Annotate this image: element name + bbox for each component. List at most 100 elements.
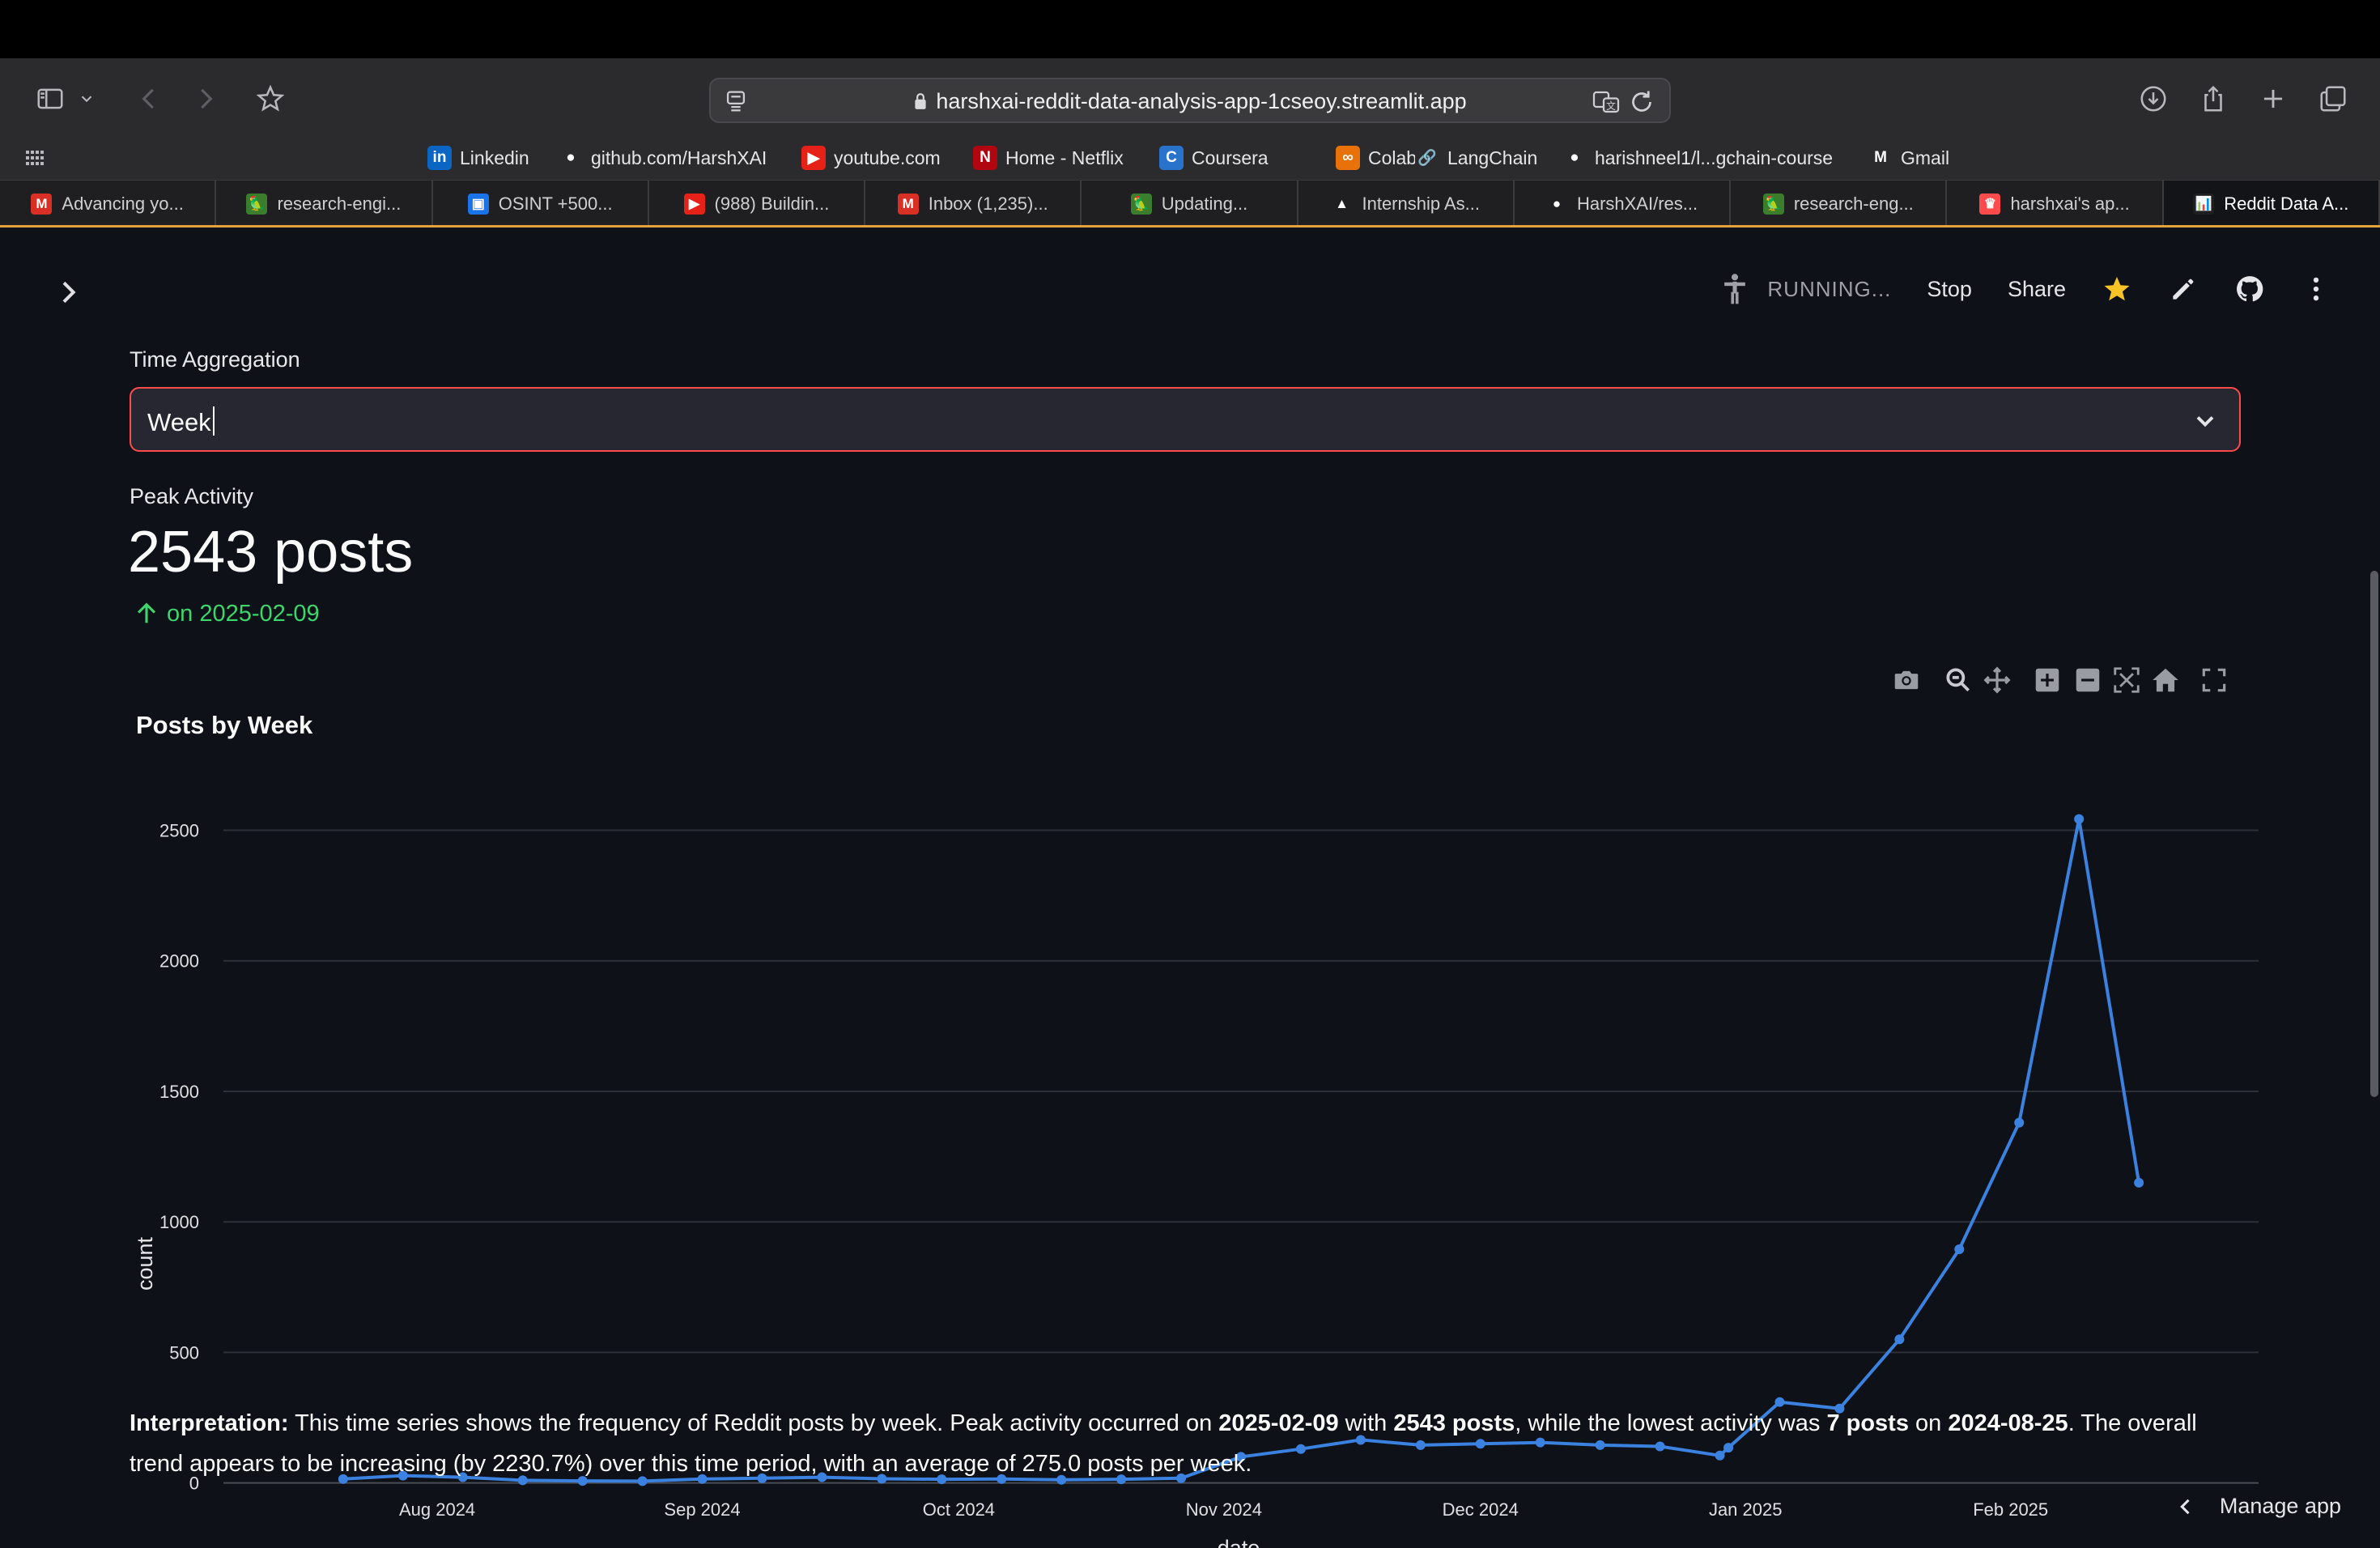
zoom-out-icon[interactable] (2072, 665, 2103, 695)
data-point[interactable] (1475, 1439, 1485, 1449)
browser-tab[interactable]: 🦜 research-eng... (1731, 181, 1948, 228)
chevron-left-icon (2180, 1499, 2190, 1514)
github-icon: ● (1562, 146, 1587, 170)
pan-icon[interactable] (1982, 665, 2012, 695)
back-icon[interactable] (130, 79, 168, 118)
bookmark-harishneel1-l-gchain-course[interactable]: ● harishneel1/l...gchain-course (1562, 144, 1833, 172)
data-point[interactable] (637, 1476, 648, 1486)
data-point[interactable] (1834, 1403, 1845, 1414)
data-point[interactable] (697, 1474, 708, 1484)
chevron-down-icon[interactable] (2191, 406, 2220, 436)
translate-icon[interactable]: 文 (1592, 87, 1621, 117)
data-point[interactable] (1655, 1441, 1665, 1452)
stop-button[interactable]: Stop (1927, 276, 1972, 301)
bookmark-label: Coursera (1192, 147, 1269, 168)
data-point[interactable] (877, 1474, 887, 1484)
data-point[interactable] (2134, 1177, 2144, 1188)
new-tab-icon[interactable] (2254, 79, 2293, 118)
reset-axes-home-icon[interactable] (2150, 665, 2181, 695)
data-point[interactable] (1774, 1397, 1785, 1407)
browser-tab[interactable]: ♛ harshxai's ap... (1947, 181, 2164, 228)
browser-tab[interactable]: ▣ OSINT +500... (433, 181, 649, 228)
data-point[interactable] (1954, 1244, 1965, 1255)
camera-icon[interactable] (1891, 665, 1922, 695)
tab-overview-icon[interactable] (2314, 79, 2352, 118)
share-button[interactable]: Share (2007, 276, 2066, 301)
browser-tab[interactable]: 📊 Reddit Data A... (2163, 181, 2380, 228)
browser-tab[interactable]: ▲ Internship As... (1298, 181, 1515, 228)
data-point[interactable] (1116, 1474, 1127, 1485)
chevron-down-icon[interactable] (74, 79, 99, 118)
streamlit-icon: ♛ (1979, 194, 2001, 215)
coursera-icon: C (1159, 146, 1184, 170)
browser-tab[interactable]: 🦜 Updating... (1082, 181, 1298, 228)
bookmark-github-com-harshxai[interactable]: ● github.com/HarshXAI (559, 144, 767, 172)
posts-by-week-chart[interactable]: 0 500 1000 1500 2000 2500 Aug 2024 Sep 2024 Oct… (121, 778, 2259, 1548)
favorite-star-icon[interactable] (2102, 274, 2132, 304)
data-point[interactable] (2074, 814, 2085, 824)
data-point[interactable] (1715, 1450, 1725, 1461)
reload-icon[interactable] (1627, 87, 1656, 117)
data-point[interactable] (1295, 1444, 1306, 1454)
browser-tab[interactable]: ● HarshXAI/res... (1515, 181, 1732, 228)
data-point[interactable] (817, 1472, 827, 1482)
data-point[interactable] (517, 1475, 528, 1486)
y-tick-label: 0 (189, 1474, 199, 1494)
data-point[interactable] (1236, 1452, 1246, 1462)
bookmark-linkedin[interactable]: in Linkedin (427, 144, 529, 172)
data-point[interactable] (1355, 1435, 1366, 1445)
data-point[interactable] (1894, 1334, 1905, 1345)
autoscale-icon[interactable] (2111, 665, 2142, 695)
browser-tab[interactable]: M Advancing yo... (0, 181, 217, 228)
data-point[interactable] (338, 1474, 348, 1484)
data-point[interactable] (397, 1470, 408, 1481)
active-tab-indicator (0, 225, 2380, 228)
interpretation-part: , while the lowest activity was (1515, 1410, 1827, 1436)
url-label: harshxai-reddit-data-analysis-app-1cseoy… (936, 89, 1467, 113)
scrollbar-thumb[interactable] (2370, 571, 2378, 1097)
bookmark-colab[interactable]: ∞ Colab (1336, 144, 1417, 172)
data-point[interactable] (1723, 1443, 1734, 1453)
browser-tab[interactable]: 🦜 research-engi... (216, 181, 433, 228)
page-settings-icon[interactable] (722, 87, 750, 115)
chevron-right-icon[interactable] (52, 276, 84, 308)
data-point[interactable] (1176, 1473, 1187, 1483)
scrollbar[interactable] (2367, 228, 2380, 1548)
browser-tab[interactable]: ▶ (988) Buildin... (649, 181, 866, 228)
time-aggregation-select[interactable]: Week (130, 387, 2241, 452)
data-point[interactable] (1535, 1437, 1545, 1448)
y-axis-ticks: 0 500 1000 1500 2000 2500 (159, 820, 199, 1493)
more-menu-icon[interactable] (2301, 274, 2331, 304)
fullscreen-icon[interactable] (2199, 665, 2229, 695)
data-point[interactable] (997, 1474, 1007, 1484)
address-bar[interactable]: harshxai-reddit-data-analysis-app-1cseoy… (709, 78, 1671, 123)
data-point[interactable] (937, 1474, 947, 1485)
select-value[interactable]: Week (147, 406, 215, 437)
github-icon[interactable] (2234, 274, 2265, 304)
apps-grid-icon[interactable] (26, 149, 49, 168)
data-point[interactable] (457, 1472, 468, 1482)
data-point[interactable] (2014, 1117, 2025, 1128)
edit-pencil-icon[interactable] (2168, 274, 2199, 304)
bookmark-youtube-com[interactable]: ▶ youtube.com (801, 144, 941, 172)
manage-app-button[interactable]: Manage app (2174, 1494, 2341, 1519)
data-point[interactable] (757, 1473, 767, 1483)
bookmark-gmail[interactable]: M Gmail (1868, 144, 1949, 172)
x-tick-label: Sep 2024 (664, 1499, 740, 1520)
share-icon[interactable] (2194, 79, 2233, 118)
browser-tab[interactable]: M Inbox (1,235)... (865, 181, 1082, 228)
bookmark-coursera[interactable]: C Coursera (1159, 144, 1269, 172)
bookmark-home-netflix[interactable]: N Home - Netflix (973, 144, 1124, 172)
time-aggregation-label: Time Aggregation (130, 347, 300, 372)
bookmark-langchain[interactable]: 🔗 LangChain (1415, 144, 1537, 172)
zoom-icon[interactable] (1943, 665, 1974, 695)
data-point[interactable] (1415, 1440, 1426, 1450)
data-point[interactable] (1595, 1440, 1605, 1450)
data-point[interactable] (1056, 1474, 1067, 1485)
data-point[interactable] (577, 1476, 588, 1486)
zoom-in-icon[interactable] (2032, 665, 2063, 695)
star-outline-icon[interactable] (251, 79, 290, 118)
forward-icon[interactable] (186, 79, 225, 118)
sidebar-toggle-icon[interactable] (31, 79, 70, 118)
download-icon[interactable] (2134, 79, 2173, 118)
